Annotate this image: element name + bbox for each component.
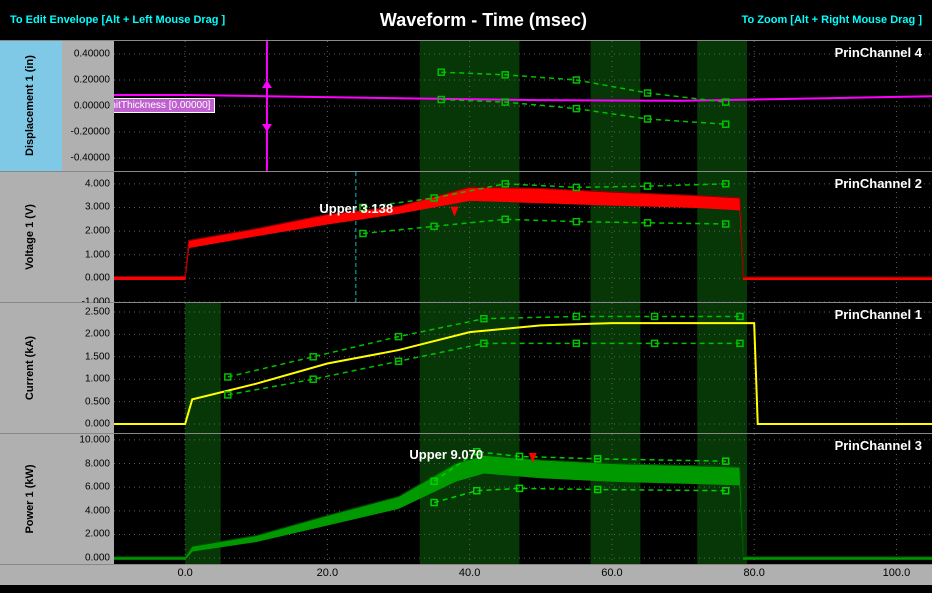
- highlight-region: [591, 41, 641, 171]
- y-ticks: -0.40000 -0.20000 0.00000 0.20000 0.40000: [62, 41, 114, 171]
- y-axis-label: Voltage 1 (V): [24, 187, 36, 287]
- plot-row: Displacement 1 (in) -0.40000 -0.20000 0.000…: [0, 40, 932, 171]
- waveform-trace: [114, 323, 932, 424]
- y-tick-label: 2.000: [85, 529, 110, 540]
- plot-row: Current (kA) 0.000 0.500 1.000 1.500 2.000 2.5…: [0, 302, 932, 433]
- y-tick-label: 6.000: [85, 482, 110, 493]
- highlight-region: [697, 434, 747, 564]
- plot-svg: [114, 303, 932, 433]
- y-ticks: -1.0000.0001.0002.0003.0004.000: [62, 172, 114, 302]
- y-gutter: Current (kA): [0, 303, 62, 433]
- y-tick-label: 2.000: [85, 329, 110, 340]
- plot-area[interactable]: PrinChannel 4 F InitThickness [0.00000]: [114, 41, 932, 171]
- y-tick-label: -0.40000: [71, 153, 110, 164]
- x-tick-label: 20.0: [317, 567, 338, 579]
- x-tick-label: 100.0: [883, 567, 911, 579]
- y-tick-label: 10.000: [79, 434, 110, 445]
- channel-label: PrinChannel 2: [835, 176, 922, 191]
- y-tick-label: 3.000: [85, 202, 110, 213]
- y-tick-label: 0.500: [85, 396, 110, 407]
- channel-label: PrinChannel 1: [835, 307, 922, 322]
- plot-row: Voltage 1 (V)-1.0000.0001.0002.0003.0004…: [0, 171, 932, 302]
- header: To Edit Envelope [Alt + Left Mouse Drag …: [0, 0, 932, 40]
- x-axis: 0.0 20.0 40.0 60.0 80.0 100.0: [0, 564, 932, 585]
- y-axis-label: Displacement 1 (in): [24, 56, 36, 156]
- y-tick-label: 2.500: [85, 306, 110, 317]
- y-tick-label: 4.000: [85, 505, 110, 516]
- plot-svg: [114, 434, 932, 564]
- waveform-trace: [114, 187, 932, 279]
- x-tick-label: 80.0: [743, 567, 764, 579]
- x-tick-label: 0.0: [177, 567, 192, 579]
- y-tick-label: 4.000: [85, 178, 110, 189]
- y-tick-label: 0.00000: [74, 101, 110, 112]
- y-axis-label: Power 1 (kW): [24, 449, 36, 549]
- plot-svg: [114, 41, 932, 171]
- y-tick-label: -0.20000: [71, 127, 110, 138]
- plot-stack: Displacement 1 (in) -0.40000 -0.20000 0.000…: [0, 40, 932, 585]
- plot-svg: [114, 172, 932, 302]
- value-annotation: Upper 9.070: [409, 447, 483, 462]
- y-tick-label: 0.40000: [74, 49, 110, 60]
- y-tick-label: 1.000: [85, 249, 110, 260]
- y-tick-label: 1.500: [85, 351, 110, 362]
- plot-area[interactable]: PrinChannel 2 Upper 3.138: [114, 172, 932, 302]
- x-tick-label: 60.0: [601, 567, 622, 579]
- y-ticks: 0.000 0.500 1.000 1.500 2.000 2.500: [62, 303, 114, 433]
- x-tick-label: 40.0: [459, 567, 480, 579]
- edit-envelope-hint: To Edit Envelope [Alt + Left Mouse Drag …: [10, 14, 225, 26]
- plot-row: Power 1 (kW) 0.000 2.000 4.000 6.000 8.000 10.…: [0, 433, 932, 564]
- channel-label: PrinChannel 3: [835, 438, 922, 453]
- channel-label: PrinChannel 4: [835, 45, 922, 60]
- y-axis-label: Current (kA): [24, 318, 36, 418]
- main-title: Waveform - Time (msec): [380, 10, 587, 31]
- zoom-hint: To Zoom [Alt + Right Mouse Drag ]: [742, 14, 922, 26]
- y-ticks: 0.000 2.000 4.000 6.000 8.000 10.000: [62, 434, 114, 564]
- plot-area[interactable]: PrinChannel 3 Upper 9.070: [114, 434, 932, 564]
- y-gutter: Voltage 1 (V): [0, 172, 62, 302]
- waveform-trace: [114, 455, 932, 559]
- highlight-region: [591, 434, 641, 564]
- highlight-region: [697, 172, 747, 302]
- y-tick-label: 0.000: [85, 419, 110, 430]
- thickness-annotation[interactable]: F InitThickness [0.00000]: [114, 98, 215, 113]
- plot-area[interactable]: PrinChannel 1: [114, 303, 932, 433]
- waveform-trace: [114, 95, 932, 101]
- y-gutter: Power 1 (kW): [0, 434, 62, 564]
- highlight-region: [185, 303, 221, 433]
- y-tick-label: 2.000: [85, 226, 110, 237]
- y-tick-label: 0.000: [85, 273, 110, 284]
- y-tick-label: 1.000: [85, 374, 110, 385]
- y-tick-label: 8.000: [85, 458, 110, 469]
- y-gutter: Displacement 1 (in): [0, 41, 62, 171]
- y-tick-label: 0.000: [85, 553, 110, 564]
- value-annotation: Upper 3.138: [319, 201, 393, 216]
- y-tick-label: 0.20000: [74, 75, 110, 86]
- x-ticks: 0.0 20.0 40.0 60.0 80.0 100.0: [114, 565, 932, 585]
